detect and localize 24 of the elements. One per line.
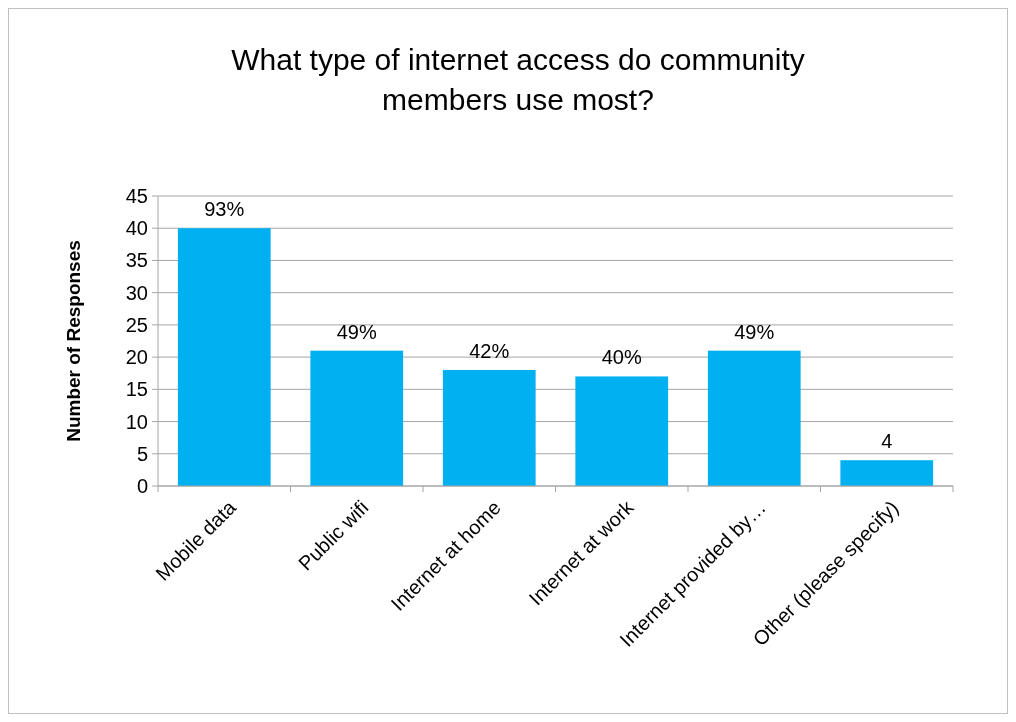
bar: [442, 370, 536, 486]
annotation: 4: [881, 430, 893, 453]
annotation: 93%: [204, 198, 245, 221]
y-tick-label: 45: [125, 185, 148, 207]
bar: [310, 350, 404, 486]
y-tick-label: 10: [125, 410, 148, 433]
bar: [575, 376, 669, 486]
y-tick-label: 20: [125, 346, 148, 369]
y-axis-title: Number of Responses: [63, 240, 84, 442]
y-tick-label: 25: [125, 313, 148, 336]
bar: [177, 228, 271, 486]
bar: [707, 350, 801, 486]
y-tick-label: 0: [136, 475, 148, 497]
annotation: 40%: [601, 346, 642, 369]
y-tick-label: 15: [125, 378, 148, 401]
annotation: 42%: [469, 340, 510, 362]
bar: [840, 460, 934, 486]
y-tick-label: 30: [125, 281, 148, 304]
annotation: 49%: [734, 320, 775, 343]
y-tick-label: 40: [125, 217, 148, 240]
annotation: 49%: [336, 320, 377, 343]
y-tick-label: 35: [125, 249, 148, 272]
y-tick-label: 5: [136, 442, 148, 465]
chart-title: What type of internet access do community members use most?: [231, 43, 805, 116]
